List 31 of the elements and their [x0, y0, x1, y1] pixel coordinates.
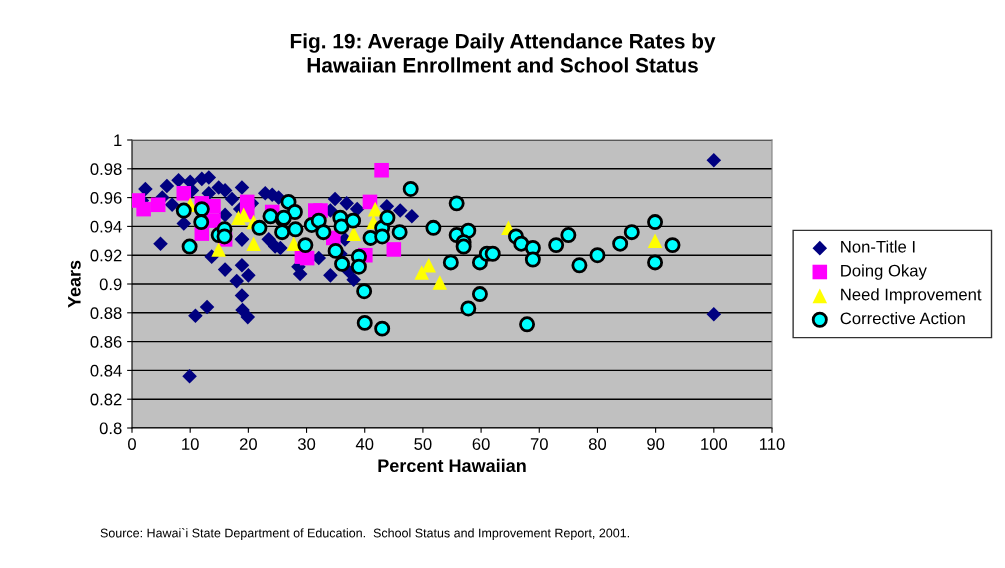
y-axis-title: Years [68, 260, 81, 308]
x-tick-label: 60 [472, 438, 490, 450]
x-axis-title: Percent Hawaiian [378, 458, 526, 473]
source-note: Source: Hawai`i State Department of Education. School Status and Improvement Report, 2001. [100, 528, 629, 540]
x-tick-label: 80 [588, 438, 607, 450]
x-tick-label: 90 [647, 438, 665, 450]
y-tick-label: 0.84 [90, 364, 122, 377]
legend-label: Non-Title I [841, 240, 915, 253]
x-tick-label: 110 [759, 438, 785, 450]
y-tick-label: 0.9 [99, 278, 122, 291]
x-tick-label: 10 [182, 438, 199, 450]
legend-label: Need Improvement [841, 288, 982, 304]
x-tick-label: 20 [239, 438, 257, 450]
y-tick-label: 0.92 [90, 249, 122, 262]
y-tick-label: 0.8 [99, 422, 122, 435]
x-tick-label: 30 [297, 438, 316, 450]
x-tick-label: 70 [530, 438, 548, 450]
x-tick-label: 50 [414, 438, 432, 450]
y-tick-label: 0.94 [90, 220, 122, 233]
y-tick-label: 0.86 [90, 336, 122, 348]
y-tick-label: 1 [114, 134, 122, 147]
y-tick-label: 0.88 [90, 307, 122, 319]
legend-label: Doing Okay [841, 264, 927, 280]
legend-label: Corrective Action [840, 312, 965, 325]
x-tick-label: 40 [355, 438, 374, 450]
x-tick-label: 0 [128, 438, 136, 450]
x-tick-label: 100 [701, 438, 728, 450]
y-tick-label: 0.98 [90, 163, 122, 175]
chart-title: Fig. 19: Average Daily Attendance Rates by Hawaiian Enrollment and School Status [290, 33, 716, 73]
y-tick-label: 0.82 [90, 393, 122, 406]
y-tick-label: 0.96 [90, 192, 122, 204]
